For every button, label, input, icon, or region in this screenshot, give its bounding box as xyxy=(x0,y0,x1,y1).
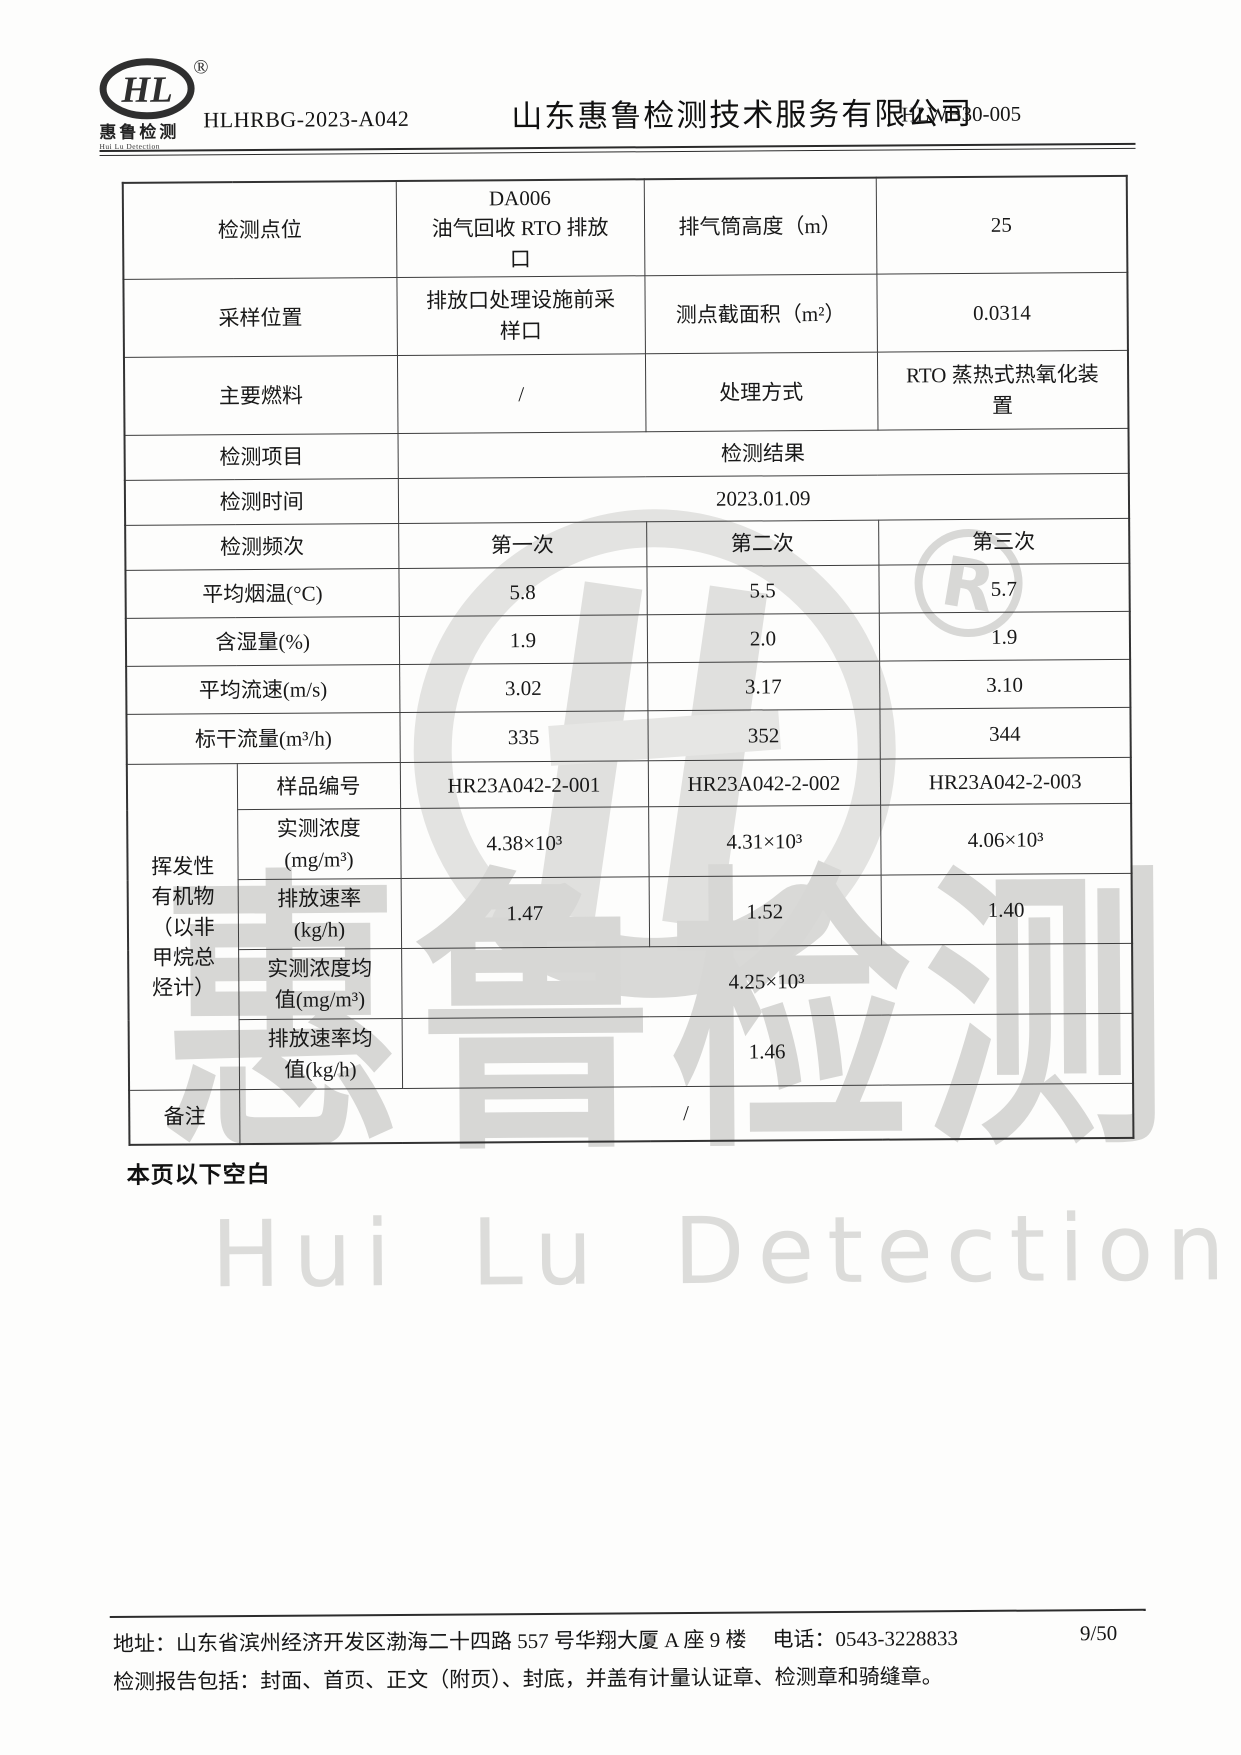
row-label: 主要燃料 xyxy=(123,355,398,436)
cell-value: 1.9 xyxy=(398,615,648,665)
cell-value: / xyxy=(239,1083,1134,1144)
row-label: 平均烟温(°C) xyxy=(125,568,399,619)
table-row-avg-concentration: 实测浓度均 值(mg/m³) 4.25×10³ xyxy=(128,943,1133,1021)
table-row-fuel: 主要燃料 / 处理方式 RTO 蒸热式热氧化装 置 xyxy=(123,350,1129,436)
cell-value: 1.40 xyxy=(880,873,1133,946)
table-row-avg-emission-rate: 排放速率均 值(kg/h) 1.46 xyxy=(129,1013,1134,1091)
cell-value: HR23A042-2-001 xyxy=(399,761,649,809)
table-row-point: 检测点位 DA006 油气回收 RTO 排放 口 排气筒高度（m） 25 xyxy=(122,175,1128,280)
row-label: 排放速率 (kg/h) xyxy=(237,878,402,950)
row-label: 处理方式 xyxy=(644,352,878,433)
cell-value: 2.0 xyxy=(646,613,880,664)
registered-mark-icon: ® xyxy=(193,57,208,78)
footer-address: 地址：山东省滨州经济开发区渤海二十四路 557 号华翔大厦 A 座 9 楼 xyxy=(112,1627,747,1656)
cell-value: 4.06×10³ xyxy=(880,803,1132,876)
cell-value: 1.46 xyxy=(401,1013,1134,1089)
logo-chinese-name: 惠鲁检测 xyxy=(99,122,180,143)
footer-address-line: 地址：山东省滨州经济开发区渤海二十四路 557 号华翔大厦 A 座 9 楼电话：… xyxy=(113,1622,958,1658)
watermark-english-text: Hui Lu Detection xyxy=(210,1194,1239,1309)
cell-value: 344 xyxy=(879,707,1131,760)
row-label: 排放速率均 值(kg/h) xyxy=(238,1018,403,1090)
cell-value: 5.7 xyxy=(878,563,1130,614)
table-row-flow: 标干流量(m³/h) 335 352 344 xyxy=(126,707,1131,765)
cell-value: 2023.01.09 xyxy=(397,473,1130,524)
cell-value: 25 xyxy=(875,175,1128,275)
row-label: 采样位置 xyxy=(123,277,397,358)
cell-value: 0.0314 xyxy=(876,272,1128,353)
row-label: 排气筒高度（m） xyxy=(643,177,877,277)
table-row-concentration: 实测浓度 (mg/m³) 4.38×10³ 4.31×10³ 4.06×10³ xyxy=(127,803,1132,881)
table-row-remark: 备注 / xyxy=(129,1083,1134,1145)
page-number: 9/50 xyxy=(1079,1620,1118,1646)
footer-note: 检测报告包括：封面、首页、正文（附页）、封底，并盖有计量认证章、检测章和骑缝章。 xyxy=(113,1664,943,1694)
cell-value: HR23A042-2-002 xyxy=(647,759,881,808)
voc-group-label: 挥发性 有机物 （以非 甲烷总 烃计） xyxy=(126,763,240,1091)
row-label: 检测点位 xyxy=(122,180,397,280)
table-row-time: 检测时间 2023.01.09 xyxy=(124,473,1130,526)
cell-value: 4.38×10³ xyxy=(400,807,649,879)
document-number: HLHRBG-2023-A042 xyxy=(203,105,410,133)
table-row-emission-rate: 排放速率 (kg/h) 1.47 1.52 1.40 xyxy=(128,873,1133,951)
hl-logo-monogram: HL xyxy=(120,70,173,111)
row-label: 检测频次 xyxy=(125,523,399,571)
cell-value: 3.02 xyxy=(399,663,648,713)
hl-logo-icon: HL ® xyxy=(99,57,209,120)
cell-value: 4.31×10³ xyxy=(648,805,881,878)
row-label: 测点截面积（m²） xyxy=(644,274,877,355)
cell-value: 第一次 xyxy=(398,522,647,569)
cell-value: 排放口处理设施前采 样口 xyxy=(396,276,645,356)
table-row-item: 检测项目 检测结果 xyxy=(124,428,1129,481)
table-row-temperature: 平均烟温(°C) 5.8 5.5 5.7 xyxy=(125,563,1130,619)
cell-value: 第二次 xyxy=(646,520,879,568)
cell-value: 4.25×10³ xyxy=(401,943,1133,1019)
cell-value: 3.10 xyxy=(879,659,1131,710)
cell-value: 1.9 xyxy=(878,611,1131,662)
row-label: 标干流量(m³/h) xyxy=(126,712,400,765)
cell-value: 5.5 xyxy=(646,565,879,616)
cell-value: RTO 蒸热式热氧化装 置 xyxy=(876,350,1129,431)
footer-divider xyxy=(109,1608,1146,1619)
company-logo: HL ® 惠鲁检测 Hui Lu Detection xyxy=(99,57,220,151)
table-row-frequency: 检测频次 第一次 第二次 第三次 xyxy=(125,518,1130,571)
form-code: HLWB30-005 xyxy=(901,101,1022,127)
header-divider xyxy=(99,142,1136,157)
cell-value: 检测结果 xyxy=(397,428,1129,479)
cell-value: / xyxy=(396,354,646,434)
row-label: 检测时间 xyxy=(124,478,399,526)
cell-value: 第三次 xyxy=(878,518,1130,566)
cell-value: HR23A042-2-003 xyxy=(879,757,1132,806)
cell-value: DA006 油气回收 RTO 排放 口 xyxy=(395,179,645,278)
table-row-sampling-position: 采样位置 排放口处理设施前采 样口 测点截面积（m²） 0.0314 xyxy=(123,272,1128,358)
detection-result-table: 检测点位 DA006 油气回收 RTO 排放 口 排气筒高度（m） 25 采样位… xyxy=(121,174,1135,1146)
cell-value: 5.8 xyxy=(398,567,647,617)
table-row-velocity: 平均流速(m/s) 3.02 3.17 3.10 xyxy=(126,659,1131,715)
cell-value: 352 xyxy=(647,709,880,762)
row-label: 平均流速(m/s) xyxy=(126,664,400,715)
cell-value: 335 xyxy=(399,711,648,763)
cell-value: 3.17 xyxy=(647,661,880,712)
footer-phone: 电话：0543-3228833 xyxy=(772,1626,959,1652)
cell-value: 1.47 xyxy=(400,877,650,949)
blank-below-note: 本页以下空白 xyxy=(126,1161,271,1188)
row-label: 备注 xyxy=(129,1089,240,1145)
row-label: 实测浓度 (mg/m³) xyxy=(237,808,401,880)
row-label: 检测项目 xyxy=(124,433,398,481)
row-label: 样品编号 xyxy=(236,762,401,810)
row-label: 含湿量(%) xyxy=(125,616,400,667)
table-row-humidity: 含湿量(%) 1.9 2.0 1.9 xyxy=(125,611,1131,667)
cell-value: 1.52 xyxy=(648,875,882,948)
table-row-sample-id: 挥发性 有机物 （以非 甲烷总 烃计） 样品编号 HR23A042-2-001 … xyxy=(126,757,1132,1091)
row-label: 实测浓度均 值(mg/m³) xyxy=(238,948,402,1020)
